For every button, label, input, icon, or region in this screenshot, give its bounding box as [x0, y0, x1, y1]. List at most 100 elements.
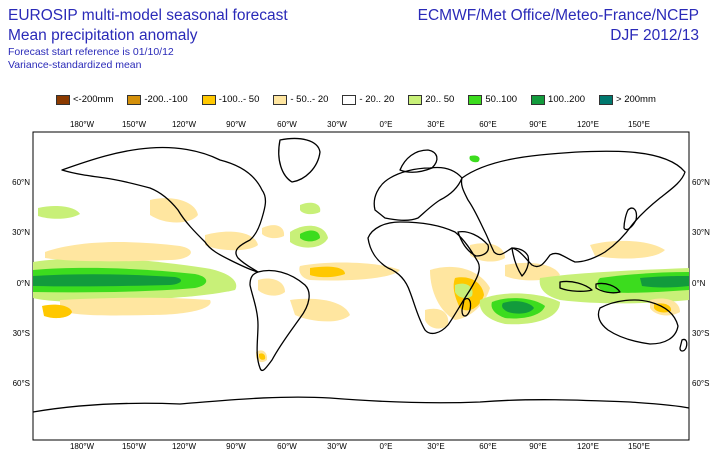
legend-item: <-200mm [56, 94, 113, 105]
source-label: ECMWF/Met Office/Meteo-France/NCEP [417, 7, 699, 24]
longitude-label: 150°W [122, 442, 147, 451]
anomaly-indian-ocean-north-dry [505, 262, 560, 281]
legend-swatch [599, 94, 614, 105]
legend-label: -200..-100 [144, 94, 188, 105]
latitude-label: 0°N [17, 279, 31, 288]
legend-item: -100..- 50 [201, 94, 260, 105]
longitude-label: 30°E [427, 120, 444, 129]
legend-swatch [56, 94, 70, 105]
legend-item: > 200mm [599, 94, 656, 105]
latitude-labels-right: 60°N 30°N 0°N 30°S 60°S [692, 178, 710, 388]
coastline-greenland [278, 137, 321, 183]
latitude-label: 30°N [692, 228, 710, 237]
longitude-label: 120°E [577, 442, 599, 451]
anomaly-se-asia-wet [469, 155, 480, 163]
legend-label: - 50..- 20 [290, 94, 329, 105]
latitude-label: 0°N [692, 279, 706, 288]
anomaly-pacific-dark [33, 274, 182, 287]
legend-item: 100..200 [531, 94, 585, 105]
latitude-labels-left: 60°N 30°N 0°N 30°S 60°S [12, 178, 30, 388]
coastline-japan [623, 207, 638, 231]
anomaly-pacific-dry-core [42, 304, 72, 319]
latitude-label: 60°N [12, 178, 30, 187]
legend-label: 20.. 50 [425, 94, 455, 105]
legend-swatch [273, 94, 288, 105]
longitude-label: 150°E [628, 442, 650, 451]
anomaly-arabia-dry [470, 243, 505, 262]
legend-swatch [531, 94, 546, 105]
legend-swatch [408, 94, 423, 105]
title-block: EUROSIP multi-model seasonal forecast Me… [8, 6, 288, 46]
longitude-label: 0°E [380, 120, 393, 129]
map-title: EUROSIP multi-model seasonal forecast [8, 7, 288, 24]
anomaly-atlantic-wet-dark [300, 230, 320, 242]
legend-swatch [201, 94, 216, 105]
legend-item: - 20.. 20 [342, 94, 394, 105]
legend-item: 50..100 [468, 94, 517, 105]
legend-label: -100..- 50 [218, 94, 260, 105]
period-label: DJF 2012/13 [610, 27, 699, 44]
longitude-labels-bottom: 180°W 150°W 120°W 90°W 60°W 30°W 0°E 30°E 60°E 90… [70, 442, 650, 451]
longitude-label: 30°W [327, 442, 347, 451]
coastline-south-america [249, 269, 310, 372]
latitude-label: 60°S [692, 379, 709, 388]
forecast-info: Forecast start reference is 01/10/12 Var… [8, 46, 174, 72]
coastline-antarctica [32, 396, 690, 413]
longitude-label: 30°W [327, 120, 347, 129]
coastline-africa [367, 221, 480, 335]
longitude-label: 120°W [172, 120, 197, 129]
longitude-label: 120°W [172, 442, 197, 451]
legend-item: - 50..- 20 [273, 94, 328, 105]
legend-swatch [468, 94, 483, 105]
longitude-label: 90°E [529, 442, 546, 451]
anomaly-west-pacific-wet [38, 206, 80, 219]
anomaly-pacific-dry-south [60, 297, 211, 316]
anomaly-equatorial-atlantic-core [310, 266, 345, 278]
latitude-label: 60°N [692, 178, 710, 187]
coastline-asia [460, 150, 686, 268]
legend-item: 20.. 50 [408, 94, 454, 105]
anomaly-south-atlantic-dry [290, 298, 350, 322]
legend-label: 100..200 [548, 94, 586, 105]
legend-label: - 20.. 20 [359, 94, 395, 105]
longitude-label: 30°E [427, 442, 444, 451]
longitude-label: 150°W [122, 120, 147, 129]
longitude-label: 60°W [277, 442, 297, 451]
longitude-label: 0°E [380, 442, 393, 451]
map-subtitle: Mean precipitation anomaly [8, 27, 198, 44]
anomaly-fields [33, 155, 689, 363]
coastline-new-zealand [679, 338, 688, 352]
legend-swatch [342, 94, 357, 105]
longitude-label: 180°W [70, 442, 95, 451]
legend-item: -200..-100 [127, 94, 188, 105]
coastline-north-america [61, 146, 267, 273]
longitude-label: 120°E [577, 120, 599, 129]
forecast-start: Forecast start reference is 01/10/12 [8, 46, 174, 58]
coastline-australia [597, 299, 679, 345]
latitude-label: 60°S [13, 379, 30, 388]
longitude-label: 180°W [70, 120, 95, 129]
coastline-indonesia [559, 280, 621, 294]
anomaly-argentina-core [259, 353, 266, 360]
anomaly-brazil-dry [258, 278, 285, 296]
longitude-label: 150°E [628, 120, 650, 129]
legend: <-200mm -200..-100 -100..- 50 - 50..- 20 - 2… [56, 94, 670, 105]
anomaly-africa-wet [455, 283, 473, 299]
anomaly-pacific-dry-north [45, 242, 191, 262]
latitude-label: 30°S [13, 329, 30, 338]
longitude-label: 90°W [226, 442, 246, 451]
longitude-label: 90°W [226, 120, 246, 129]
anomaly-mexico-dry [205, 231, 258, 251]
coastlines [32, 137, 690, 413]
legend-swatch [127, 94, 142, 105]
forecast-method: Variance-standardized mean [8, 59, 142, 71]
longitude-label: 60°E [479, 120, 496, 129]
anomaly-north-atlantic-wet [300, 202, 321, 215]
coastline-madagascar [461, 297, 472, 317]
coastline-arabia [457, 230, 490, 257]
latitude-label: 30°N [12, 228, 30, 237]
longitude-label: 90°E [529, 120, 546, 129]
anomaly-maritime-wet-dark [640, 276, 689, 288]
longitude-label: 60°E [479, 442, 496, 451]
